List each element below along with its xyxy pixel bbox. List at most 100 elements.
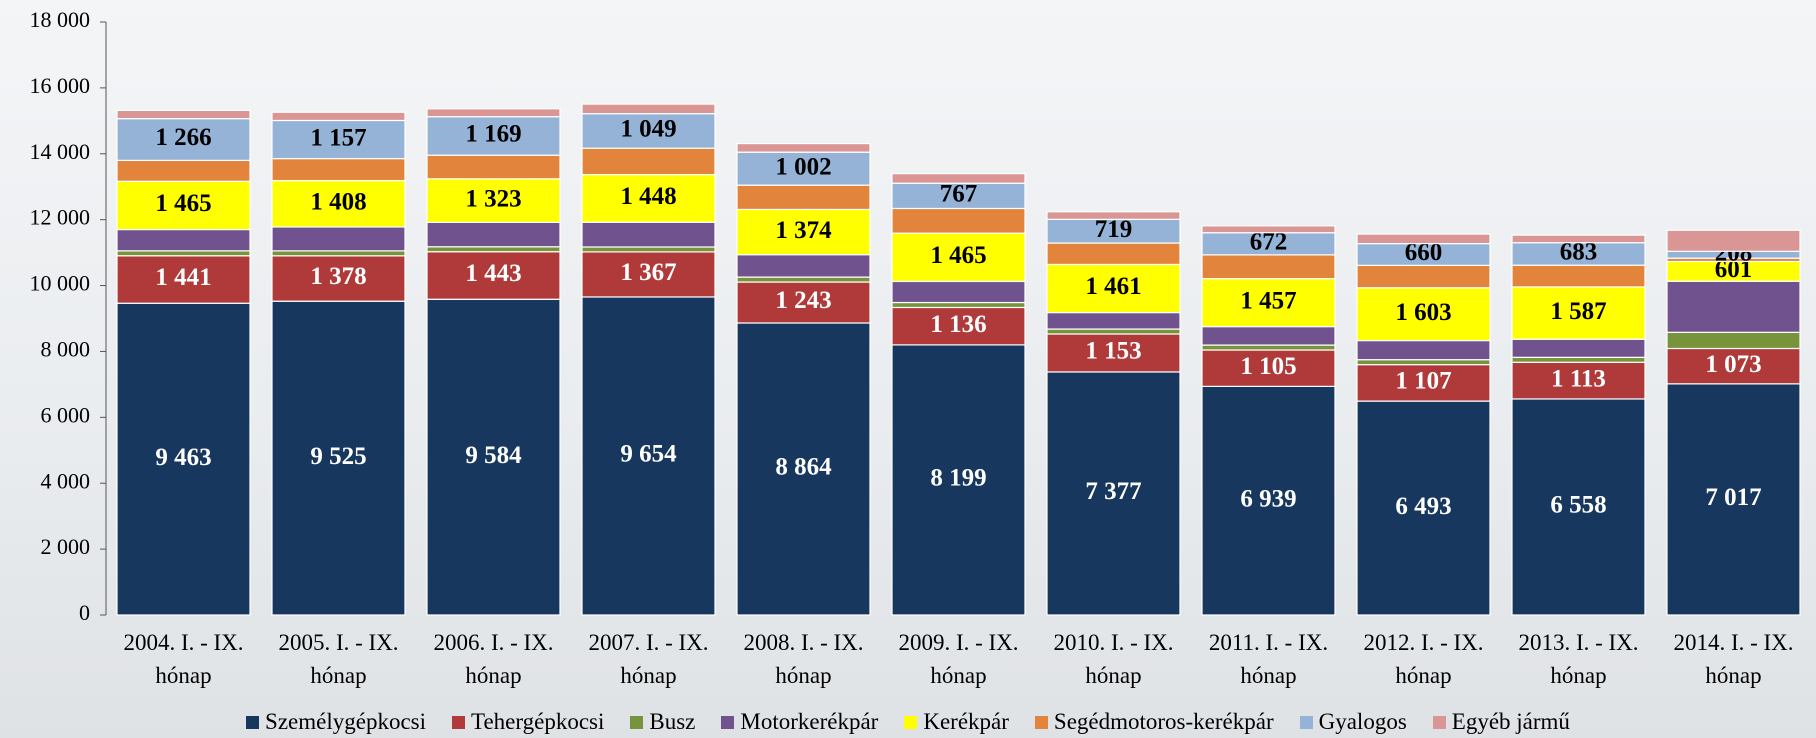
bar-segment [892, 281, 1025, 302]
legend-item: Motorkerékpár [721, 709, 878, 735]
legend-label: Gyalogos [1319, 709, 1407, 735]
bar-segment [582, 148, 715, 174]
value-label: 1 378 [310, 263, 366, 290]
legend-item: Segédmotoros-kerékpár [1035, 709, 1274, 735]
value-label: 1 073 [1705, 351, 1761, 378]
legend-label: Segédmotoros-kerékpár [1054, 709, 1274, 735]
value-label: 6 939 [1240, 485, 1296, 512]
bar-segment [427, 155, 560, 179]
bar-segment [1047, 212, 1180, 220]
legend-label: Személygépkocsi [265, 709, 426, 735]
bar-segment [1357, 234, 1490, 244]
value-label: 9 525 [310, 443, 366, 470]
value-label: 1 157 [310, 124, 366, 151]
bar-segment [1512, 357, 1645, 362]
bar-segment [272, 227, 405, 251]
y-tick-label: 10 000 [30, 271, 91, 296]
bar-segment [1202, 255, 1335, 279]
value-label: 1 049 [620, 116, 676, 143]
value-label: 1 448 [620, 183, 676, 210]
value-label: 9 654 [620, 441, 677, 468]
y-tick-label: 14 000 [30, 139, 91, 164]
x-tick-label: 2005. I. - IX. hónap [264, 626, 414, 692]
bar-segment [737, 277, 870, 282]
bar-segment [1047, 329, 1180, 334]
x-tick-label: 2012. I. - IX. hónap [1349, 626, 1499, 692]
legend-item: Kerékpár [904, 709, 1009, 735]
x-tick-label: 2013. I. - IX. hónap [1504, 626, 1654, 692]
legend-item: Gyalogos [1300, 709, 1407, 735]
legend-swatch [904, 716, 917, 729]
bar-segment [427, 109, 560, 117]
x-tick-label: 2010. I. - IX. hónap [1039, 626, 1189, 692]
y-tick-label: 18 000 [30, 7, 91, 32]
legend-label: Kerékpár [923, 709, 1009, 735]
legend-swatch [630, 716, 643, 729]
bar-segment [1512, 265, 1645, 287]
bar-segment [1202, 345, 1335, 350]
bar-segment [737, 255, 870, 277]
value-label: 1 136 [930, 311, 986, 338]
value-label: 6 558 [1550, 492, 1606, 519]
value-label: 6 493 [1395, 493, 1451, 520]
bar-segment [582, 222, 715, 247]
value-label: 719 [1095, 216, 1133, 243]
legend-swatch [1433, 716, 1446, 729]
value-label: 1 243 [775, 287, 831, 314]
value-label: 1 461 [1085, 273, 1141, 300]
value-label: 767 [940, 181, 978, 208]
value-label: 7 377 [1085, 478, 1141, 505]
legend-item: Személygépkocsi [246, 709, 426, 735]
bar-segment [1202, 226, 1335, 233]
bar-segment [272, 159, 405, 181]
bar-segment [582, 104, 715, 114]
value-label: 1 465 [930, 242, 986, 269]
bar-segment [1357, 341, 1490, 360]
value-label: 1 266 [155, 124, 211, 151]
value-label: 1 105 [1240, 353, 1296, 380]
bar-segment [892, 303, 1025, 308]
bar-segment [272, 251, 405, 256]
value-label: 1 441 [155, 264, 211, 291]
value-label: 1 169 [465, 121, 521, 148]
bar-segment [892, 208, 1025, 233]
x-tick-label: 2011. I. - IX. hónap [1194, 626, 1344, 692]
x-tick-label: 2009. I. - IX. hónap [884, 626, 1034, 692]
legend-swatch [1035, 716, 1048, 729]
x-tick-label: 2004. I. - IX. hónap [109, 626, 259, 692]
value-label: 1 603 [1395, 299, 1451, 326]
y-tick-label: 2 000 [41, 534, 91, 559]
legend-item: Tehergépkocsi [452, 709, 604, 735]
legend-swatch [452, 716, 465, 729]
bar-segment [1512, 339, 1645, 357]
bar-segment [117, 230, 250, 251]
bar-segment [1667, 230, 1800, 251]
value-label: 1 367 [620, 259, 676, 286]
bar-segment [582, 247, 715, 252]
value-label: 7 017 [1705, 484, 1761, 511]
value-label: 8 864 [775, 454, 832, 481]
bar-segment [117, 110, 250, 118]
bar-segment [1667, 332, 1800, 348]
y-tick-label: 6 000 [41, 402, 91, 427]
bar-segment [737, 185, 870, 209]
bar-segment [1667, 281, 1800, 332]
bar-segment [737, 144, 870, 153]
bar-segment [272, 112, 405, 120]
y-tick-label: 12 000 [30, 205, 91, 230]
value-label: 1 153 [1085, 338, 1141, 365]
bar-segment [1512, 235, 1645, 243]
bar-segment [892, 174, 1025, 184]
value-label: 1 374 [775, 217, 832, 244]
bar-segment [117, 160, 250, 181]
value-label: 9 584 [465, 442, 522, 469]
legend-swatch [721, 716, 734, 729]
value-label: 1 443 [465, 260, 521, 287]
legend-label: Egyéb jármű [1452, 709, 1570, 735]
value-label: 1 408 [310, 188, 366, 215]
y-tick-label: 8 000 [41, 336, 91, 361]
value-label: 1 587 [1550, 298, 1606, 325]
x-tick-label: 2006. I. - IX. hónap [419, 626, 569, 692]
y-tick-label: 4 000 [41, 468, 91, 493]
